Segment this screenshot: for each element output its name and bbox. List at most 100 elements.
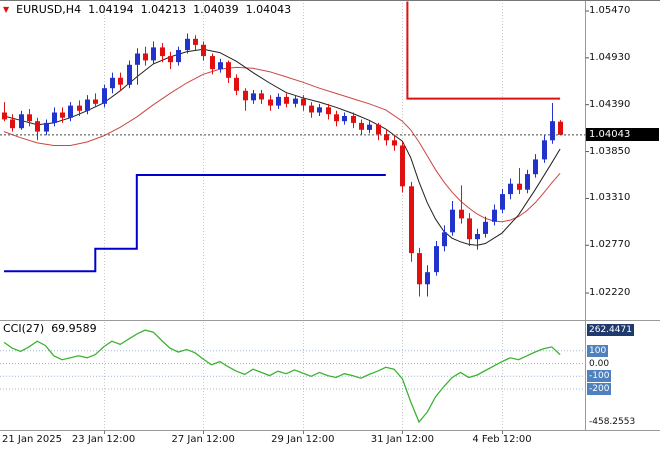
candle-body	[251, 93, 256, 101]
candle-body	[301, 98, 306, 106]
candle-body	[542, 140, 547, 160]
candle-body	[127, 64, 132, 85]
candle-body	[176, 50, 181, 63]
candle-body	[293, 98, 298, 104]
candle-body	[558, 121, 563, 135]
slow-ma-line	[3, 66, 561, 223]
ohlc-close: 1.04043	[245, 3, 292, 16]
candle-body	[475, 234, 480, 240]
candle-body	[193, 38, 198, 45]
price-axis-label: 1.02770	[589, 239, 631, 251]
candle-body	[226, 62, 231, 78]
candle-body	[201, 44, 206, 57]
candle-body	[450, 209, 455, 233]
indicator-label: CCI(27) 69.9589	[3, 322, 97, 335]
candle-body	[268, 99, 273, 106]
resistance-line	[406, 1, 561, 100]
price-axis-label: 1.05470	[589, 5, 631, 16]
candle-body	[326, 107, 331, 115]
support-step-line	[4, 174, 386, 273]
candle-body	[442, 232, 447, 247]
candle-body	[2, 112, 7, 120]
candle-body	[77, 105, 82, 111]
candle-body	[351, 116, 356, 123]
candle-body	[110, 77, 115, 89]
candle-body	[234, 77, 239, 91]
candle-body	[525, 174, 530, 190]
fast-ma-line	[3, 48, 561, 246]
candle-body	[102, 88, 107, 104]
price-axis-label: 1.04390	[589, 98, 631, 110]
price-axis-label: 1.03850	[589, 145, 631, 157]
candle-body	[143, 53, 148, 61]
price-axis-label: 1.04930	[589, 51, 631, 63]
cci-line	[3, 329, 561, 424]
candle-body	[342, 116, 347, 122]
candle-body	[359, 122, 364, 130]
candle-body	[533, 159, 538, 175]
candle-body	[52, 112, 57, 123]
candle-body	[151, 47, 156, 61]
candle-body	[35, 121, 40, 132]
candle-body	[19, 114, 24, 129]
candle-body	[384, 134, 389, 141]
candle-body	[550, 121, 555, 141]
candle-body	[210, 56, 215, 70]
candle-body	[492, 209, 497, 222]
time-axis-label: 21 Jan 2025	[2, 434, 62, 445]
candle-body	[185, 38, 190, 51]
candle-body	[276, 96, 281, 106]
candle-body	[27, 114, 32, 122]
indicator-scale-label: -100	[587, 370, 612, 383]
candle-body	[376, 124, 381, 135]
candle-body	[517, 183, 522, 190]
candle-body	[284, 96, 289, 104]
ohlc-high: 1.04213	[140, 3, 187, 16]
time-axis-label: 29 Jan 12:00	[271, 434, 335, 445]
candle-body	[367, 124, 372, 130]
indicator-scale-label: 0.00	[589, 358, 610, 369]
candle-body	[259, 93, 264, 100]
chart-header: ▼ EURUSD,H4 1.04194 1.04213 1.04039 1.04…	[3, 3, 291, 16]
candle-body	[160, 47, 165, 57]
candle-body	[508, 183, 513, 195]
candle-body	[243, 90, 248, 101]
candle-body	[434, 246, 439, 273]
candle-body	[500, 194, 505, 210]
candle-body	[218, 62, 223, 70]
time-axis-label: 31 Jan 12:00	[370, 434, 435, 445]
price-axis-label: 1.02220	[589, 287, 631, 298]
indicator-scale-label: 262.4471	[587, 324, 634, 336]
candle-body	[467, 218, 472, 240]
price-axis-label: 1.03310	[589, 192, 631, 204]
candle-body	[60, 112, 65, 118]
candle-body	[10, 119, 15, 129]
time-axis-label: 4 Feb 12:00	[472, 434, 532, 445]
candle-body	[118, 77, 123, 85]
candle-body	[400, 145, 405, 187]
candle-body	[68, 105, 73, 118]
indicator-scale-label: -458.2553	[589, 417, 636, 427]
symbol-period: EURUSD,H4	[16, 3, 82, 16]
candle-body	[44, 122, 49, 132]
current-price-tag: 1.04043	[586, 127, 659, 141]
candle-body	[334, 114, 339, 122]
indicator-scale-label: 100	[587, 344, 609, 357]
candle-body	[309, 105, 314, 113]
candle-body	[409, 186, 414, 254]
time-axis-label: 27 Jan 12:00	[171, 434, 235, 445]
indicator-value: 69.9589	[51, 322, 97, 335]
candle-body	[135, 53, 140, 65]
indicator-name: CCI(27)	[3, 322, 45, 335]
tick-down-icon: ▼	[3, 5, 10, 14]
time-axis-label: 23 Jan 12:00	[71, 434, 136, 445]
candle-body	[85, 99, 90, 111]
candle-body	[317, 107, 322, 113]
candle-body	[459, 209, 464, 219]
candle-body	[425, 272, 430, 285]
